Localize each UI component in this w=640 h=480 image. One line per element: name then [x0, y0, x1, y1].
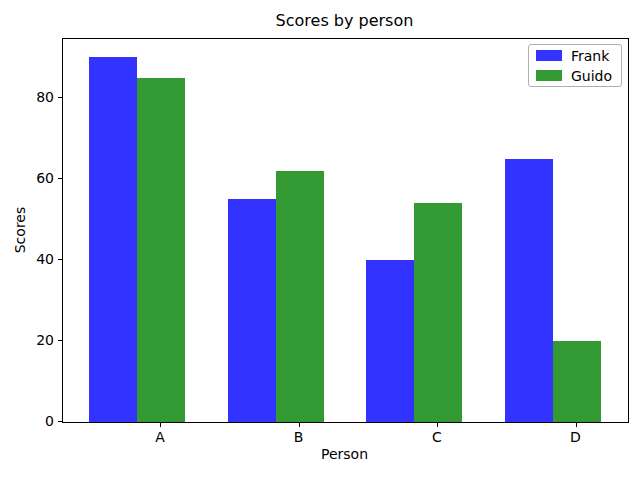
bar-frank-D: [505, 159, 553, 422]
y-tick-mark-0: [58, 421, 62, 422]
plot-area: [62, 38, 629, 423]
figure: Scores by person Scores Person Frank Gui…: [0, 0, 640, 480]
y-tick-mark-60: [58, 178, 62, 179]
legend-label-guido: Guido: [571, 69, 612, 83]
legend-label-frank: Frank: [571, 49, 609, 63]
legend: Frank Guido: [528, 44, 622, 87]
bar-frank-A: [89, 57, 137, 422]
x-tick-label-B: B: [279, 430, 319, 444]
bar-guido-C: [414, 203, 462, 422]
x-tick-mark-B: [299, 423, 300, 427]
y-tick-mark-20: [58, 340, 62, 341]
legend-item-guido: Guido: [536, 69, 614, 83]
y-tick-mark-40: [58, 259, 62, 260]
x-tick-label-A: A: [140, 430, 180, 444]
bar-guido-A: [137, 78, 185, 422]
x-tick-mark-C: [437, 423, 438, 427]
legend-item-frank: Frank: [536, 49, 614, 63]
y-tick-label-40: 40: [14, 252, 54, 266]
x-tick-label-D: D: [556, 430, 596, 444]
bar-frank-B: [228, 199, 276, 422]
y-tick-label-0: 0: [14, 414, 54, 428]
y-axis-label: Scores: [12, 167, 28, 293]
bar-guido-D: [553, 341, 601, 422]
chart-title: Scores by person: [62, 11, 627, 30]
legend-swatch-guido: [536, 70, 562, 81]
x-tick-label-C: C: [417, 430, 457, 444]
x-tick-mark-D: [576, 423, 577, 427]
y-tick-label-80: 80: [14, 90, 54, 104]
y-tick-label-60: 60: [14, 171, 54, 185]
x-tick-mark-A: [160, 423, 161, 427]
y-tick-label-20: 20: [14, 333, 54, 347]
legend-swatch-frank: [536, 50, 562, 61]
bar-guido-B: [276, 171, 324, 422]
bar-frank-C: [366, 260, 414, 422]
y-tick-mark-80: [58, 97, 62, 98]
x-axis-label: Person: [62, 446, 627, 462]
